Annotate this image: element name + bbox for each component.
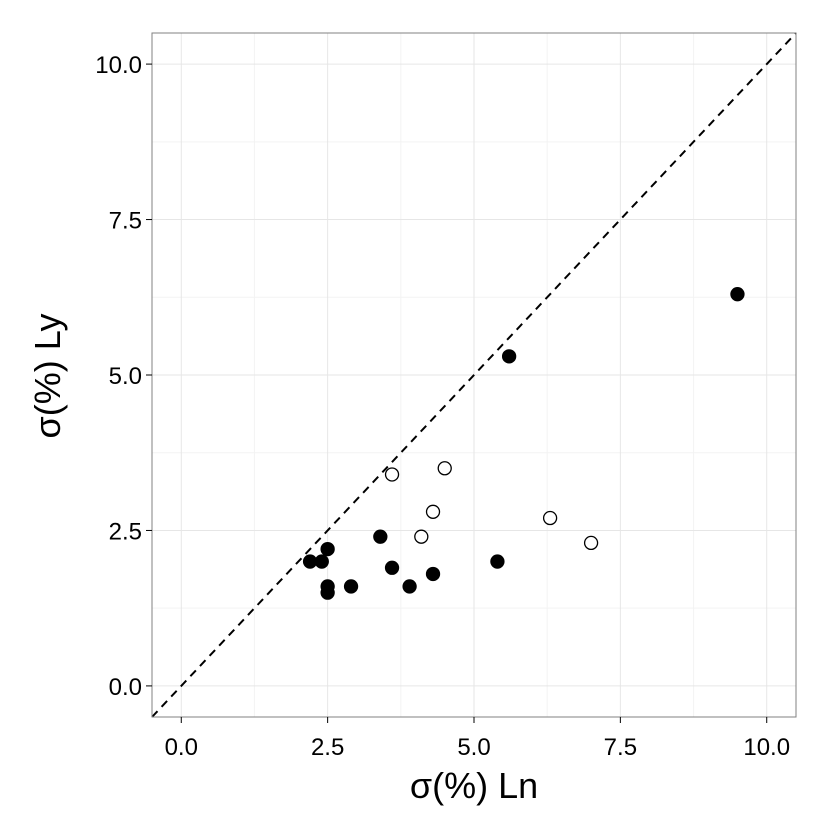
data-point-open	[414, 529, 429, 544]
data-point-filled	[302, 554, 318, 569]
x-tick-label: 2.5	[311, 734, 344, 761]
x-tick-label: 10.0	[743, 734, 790, 761]
data-point-open	[384, 467, 400, 482]
y-axis-title: σ(%) Ly	[27, 314, 68, 439]
x-axis-title: σ(%) Ln	[410, 765, 538, 806]
y-tick-label: 10.0	[95, 52, 142, 79]
data-point-filled	[425, 566, 441, 582]
data-point-filled	[373, 529, 388, 544]
data-point-open	[437, 461, 452, 476]
reference-line-layer	[151, 32, 797, 718]
data-point-filled	[402, 579, 417, 594]
reference-line	[151, 32, 797, 718]
x-tick-label: 0.0	[165, 734, 198, 761]
data-point-open	[542, 510, 558, 526]
x-axis: 0.0 2.5 5.0 7.5 10.0	[165, 717, 790, 761]
y-tick-label: 0.0	[109, 674, 142, 701]
data-point-filled	[343, 579, 359, 594]
data-point-filled	[730, 287, 745, 302]
data-point-filled	[490, 554, 505, 569]
y-tick-label: 5.0	[109, 363, 142, 390]
data-point-filled	[314, 554, 329, 569]
grid	[152, 33, 796, 717]
y-tick-label: 7.5	[109, 208, 142, 235]
data-point-filled	[320, 541, 335, 557]
x-tick-label: 7.5	[604, 734, 637, 761]
y-tick-label: 2.5	[109, 518, 142, 545]
data-point-open	[425, 504, 441, 519]
data-point-filled	[320, 585, 335, 600]
data-point-filled	[384, 560, 400, 575]
y-axis: 0.0 2.5 5.0 7.5 10.0	[95, 52, 152, 701]
points-layer	[302, 287, 745, 600]
data-point-filled	[501, 349, 517, 364]
data-point-open	[583, 535, 599, 551]
x-tick-label: 5.0	[457, 734, 490, 761]
